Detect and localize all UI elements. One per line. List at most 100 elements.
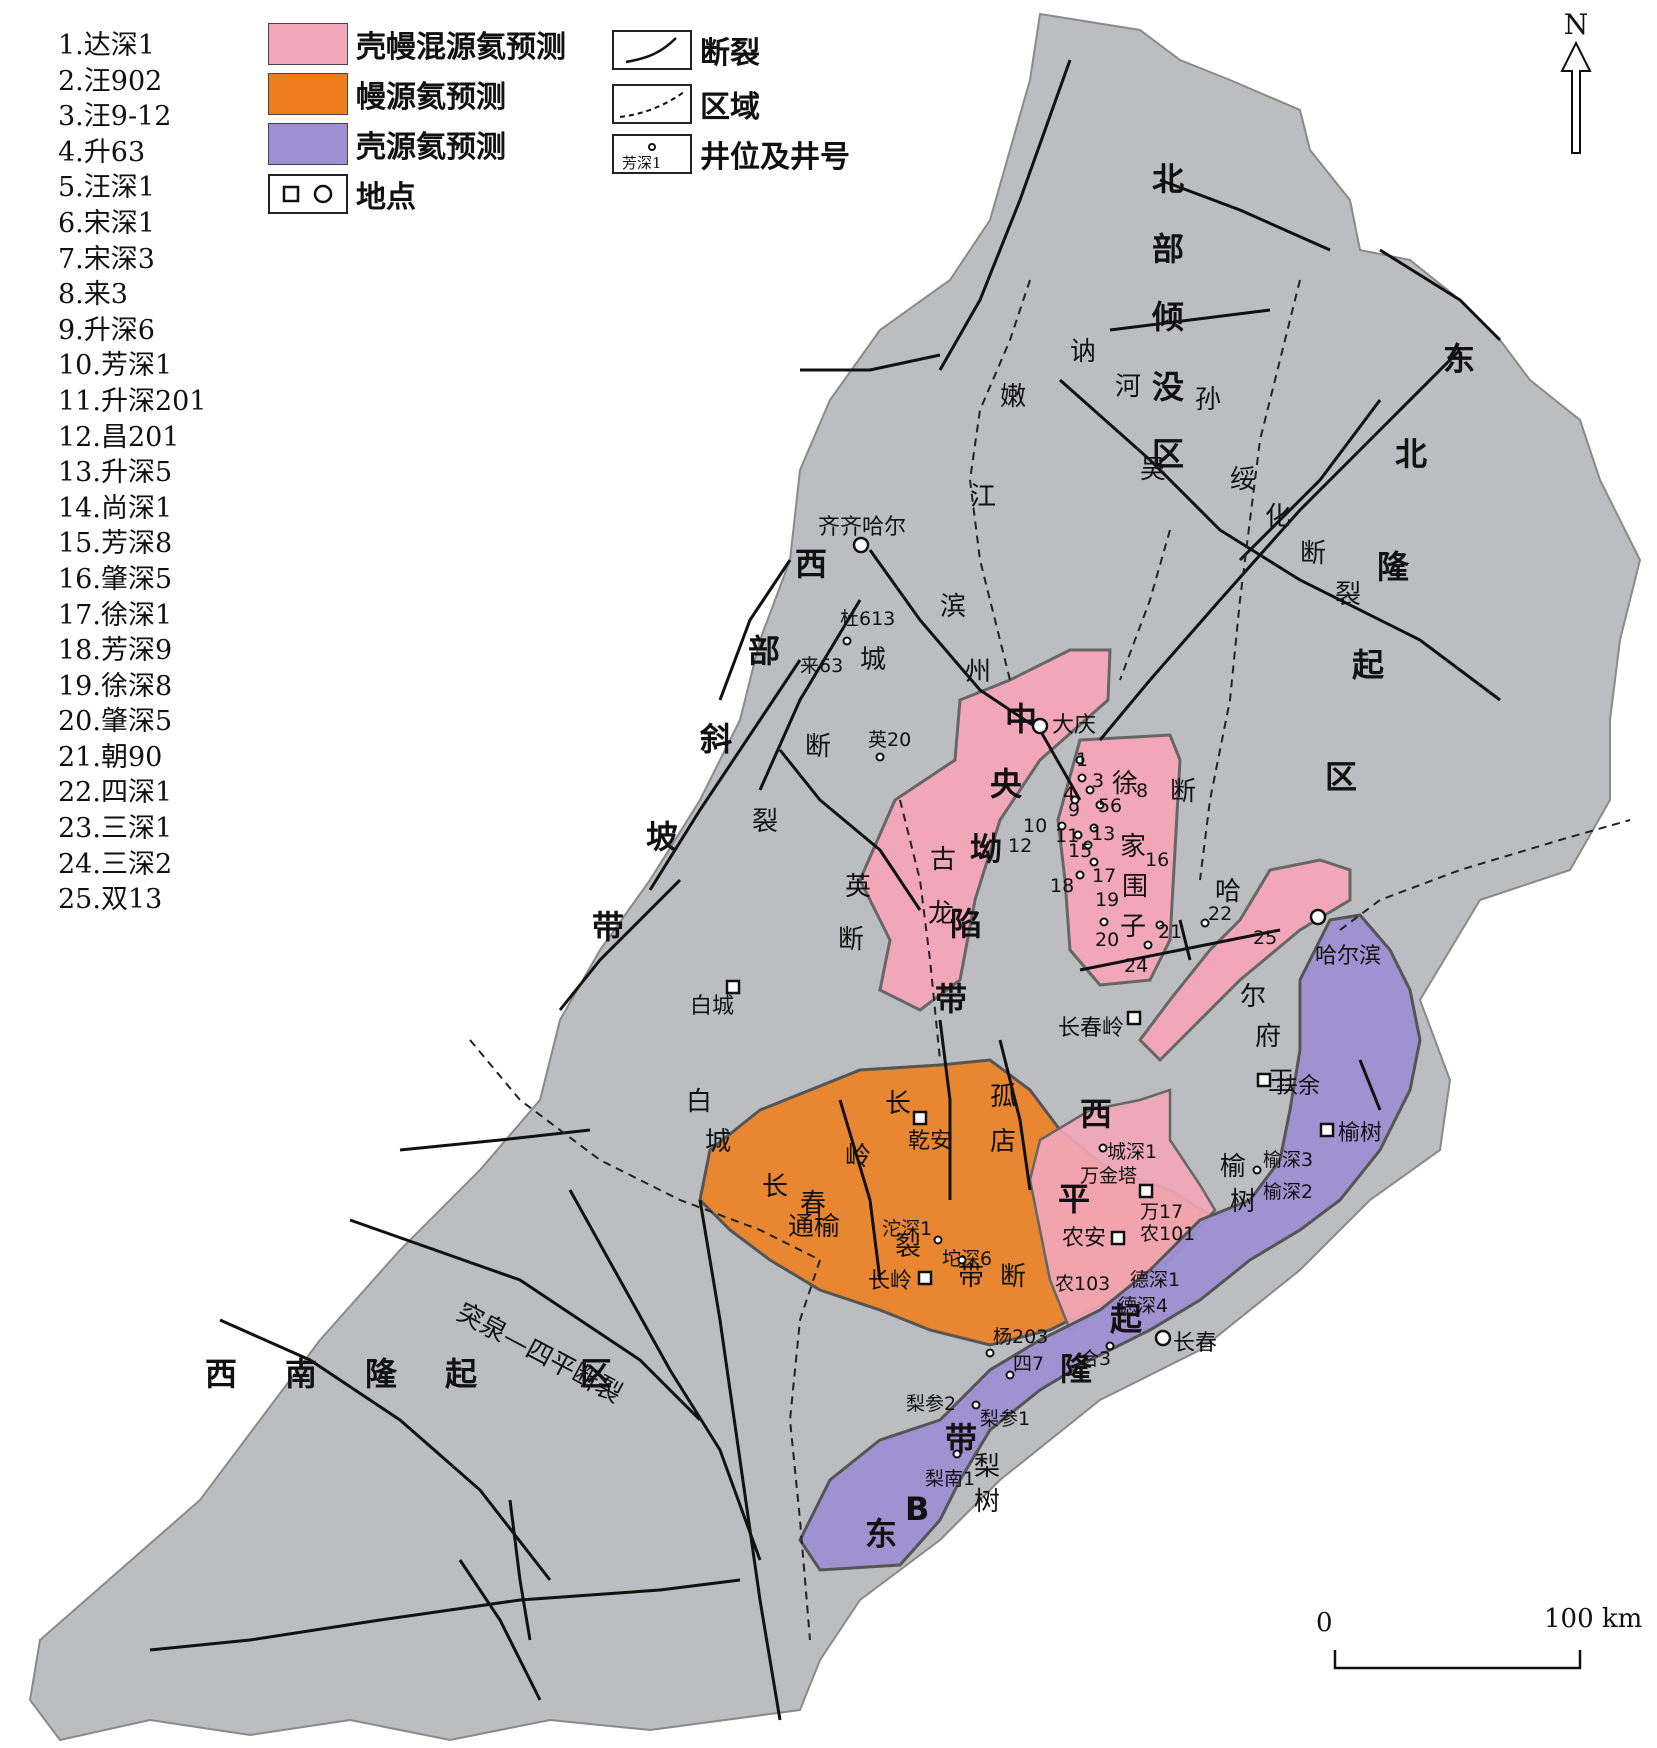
svg-text:树: 树 xyxy=(974,1487,1000,1517)
place-markers xyxy=(725,536,1335,1347)
west-slope-2: 部 xyxy=(748,632,780,670)
svg-text:白: 白 xyxy=(686,1087,712,1117)
well-list-item: 13.升深5 xyxy=(58,457,173,489)
svg-text:21: 21 xyxy=(1158,921,1182,943)
west-slope-1: 西 xyxy=(795,545,827,583)
sw-uplift-5: 区 xyxy=(580,1355,612,1393)
svg-text:榆深3: 榆深3 xyxy=(1263,1149,1313,1171)
svg-text:绥: 绥 xyxy=(1230,465,1256,495)
svg-text:20: 20 xyxy=(1095,929,1119,951)
basin-area xyxy=(28,12,1642,1742)
legend-well: 芳深1 井位及井号 xyxy=(612,132,850,176)
svg-text:榆: 榆 xyxy=(1220,1152,1246,1182)
well-list-item: 11.升深201 xyxy=(58,385,207,417)
well-list-item: 9.升深6 xyxy=(58,314,155,346)
legend-label: 断裂 xyxy=(700,36,760,71)
central-5: 带 xyxy=(935,980,967,1018)
svg-text:长春: 长春 xyxy=(1173,1331,1217,1356)
svg-text:10: 10 xyxy=(1023,815,1047,837)
west-slope-3: 斜 xyxy=(700,720,732,758)
se-uplift-2: 平 xyxy=(1058,1180,1090,1218)
west-slope-4: 坡 xyxy=(646,818,678,856)
well-list-item: 12.昌201 xyxy=(58,421,180,453)
svg-text:断: 断 xyxy=(805,732,831,762)
legend-label: 区域 xyxy=(700,90,760,125)
legend-label: 壳源氦预测 xyxy=(356,130,506,165)
svg-text:河: 河 xyxy=(1115,372,1141,402)
ne-uplift-2: 北 xyxy=(1395,435,1427,473)
svg-text:孤: 孤 xyxy=(990,1082,1016,1112)
scale-line xyxy=(1333,1650,1582,1670)
well-list-item: 15.芳深8 xyxy=(58,528,173,560)
svg-text:府: 府 xyxy=(1255,1022,1281,1052)
well-list-item: 10.芳深1 xyxy=(58,350,173,382)
ne-uplift-1: 东 xyxy=(1443,340,1475,378)
svg-text:江: 江 xyxy=(970,482,996,512)
well-list-item: 24.三深2 xyxy=(58,848,173,880)
north-arrow-icon xyxy=(1560,40,1592,154)
svg-text:12: 12 xyxy=(1008,835,1032,857)
well-list-item: 8.来3 xyxy=(58,279,128,311)
ne-uplift-4: 起 xyxy=(1352,646,1385,684)
crust-zone xyxy=(798,913,1422,1572)
well-markers xyxy=(842,636,1262,1459)
svg-text:坨深6: 坨深6 xyxy=(942,1248,992,1270)
well-list-item: 3.汪9-12 xyxy=(58,101,172,133)
north-tilt-4: 没 xyxy=(1152,368,1184,406)
well-list-item: 4.升63 xyxy=(58,136,146,168)
well-labels: 杜613 来63 英20 1 3 4 5 6 8 9 10 11 12 13 1… xyxy=(800,608,1313,1490)
svg-text:15: 15 xyxy=(1068,840,1092,862)
central-4: 陷 xyxy=(950,905,982,943)
svg-text:6: 6 xyxy=(1110,795,1122,817)
legend-label: 地点 xyxy=(356,180,416,215)
svg-text:哈: 哈 xyxy=(1215,877,1241,907)
sw-uplift-4: 起 xyxy=(445,1355,478,1393)
fault-symbol-icon xyxy=(612,30,692,70)
svg-text:16: 16 xyxy=(1145,849,1169,871)
nongan-marker xyxy=(1110,1230,1126,1246)
se-uplift-5: 带 xyxy=(945,1420,977,1458)
place-labels: 齐齐哈尔 大庆 哈尔滨 白城 长春岭 扶余 榆树 乾安 长岭 农安 长春 xyxy=(690,515,1382,1356)
legend-mantle: 幔源氦预测 xyxy=(268,72,506,116)
central-2: 央 xyxy=(990,765,1023,803)
changchun-marker xyxy=(1154,1329,1172,1347)
svg-text:吴: 吴 xyxy=(1140,455,1166,485)
well-list-item: 19.徐深8 xyxy=(58,670,173,702)
place-symbol-icon xyxy=(268,174,348,214)
svg-text:断: 断 xyxy=(1000,1262,1026,1292)
crust-swatch xyxy=(268,123,348,165)
svg-text:德深1: 德深1 xyxy=(1130,1269,1180,1291)
legend-place: 地点 xyxy=(268,172,416,216)
north-tilt-3: 倾 xyxy=(1151,298,1184,336)
svg-text:农安: 农安 xyxy=(1062,1226,1106,1251)
svg-text:长: 长 xyxy=(762,1172,788,1202)
sw-uplift-2: 南 xyxy=(285,1355,317,1393)
svg-text:长: 长 xyxy=(885,1089,911,1119)
svg-text:19: 19 xyxy=(1095,889,1119,911)
changchunling-marker xyxy=(1126,1010,1142,1026)
svg-text:齐齐哈尔: 齐齐哈尔 xyxy=(818,515,906,540)
svg-text:徐: 徐 xyxy=(1112,769,1138,799)
svg-text:1: 1 xyxy=(1076,749,1088,771)
well-list-item: 7.宋深3 xyxy=(58,243,155,275)
central-3: 坳 xyxy=(970,830,1002,868)
fuyu-marker xyxy=(1256,1072,1272,1088)
svg-text:家: 家 xyxy=(1120,832,1146,862)
crust-mantle-zone-middle xyxy=(1056,733,1182,987)
svg-text:尔: 尔 xyxy=(1240,982,1266,1012)
se-uplift-1: 西 xyxy=(1080,1095,1112,1133)
svg-text:梨参1: 梨参1 xyxy=(980,1408,1030,1430)
svg-text:梨参2: 梨参2 xyxy=(906,1393,956,1415)
scale-end: 100 km xyxy=(1544,1604,1643,1634)
legend-fault: 断裂 xyxy=(612,28,760,72)
svg-text:城: 城 xyxy=(705,1127,731,1157)
well-list-item: 21.朝90 xyxy=(58,741,163,773)
well-list-item: 5.汪深1 xyxy=(58,172,155,204)
svg-text:春: 春 xyxy=(800,1189,826,1219)
svg-text:化: 化 xyxy=(1265,502,1291,532)
svg-text:沱深1: 沱深1 xyxy=(882,1218,932,1240)
svg-text:杨203: 杨203 xyxy=(993,1326,1048,1348)
daqing-marker xyxy=(1031,717,1049,735)
svg-text:围: 围 xyxy=(1122,872,1148,902)
